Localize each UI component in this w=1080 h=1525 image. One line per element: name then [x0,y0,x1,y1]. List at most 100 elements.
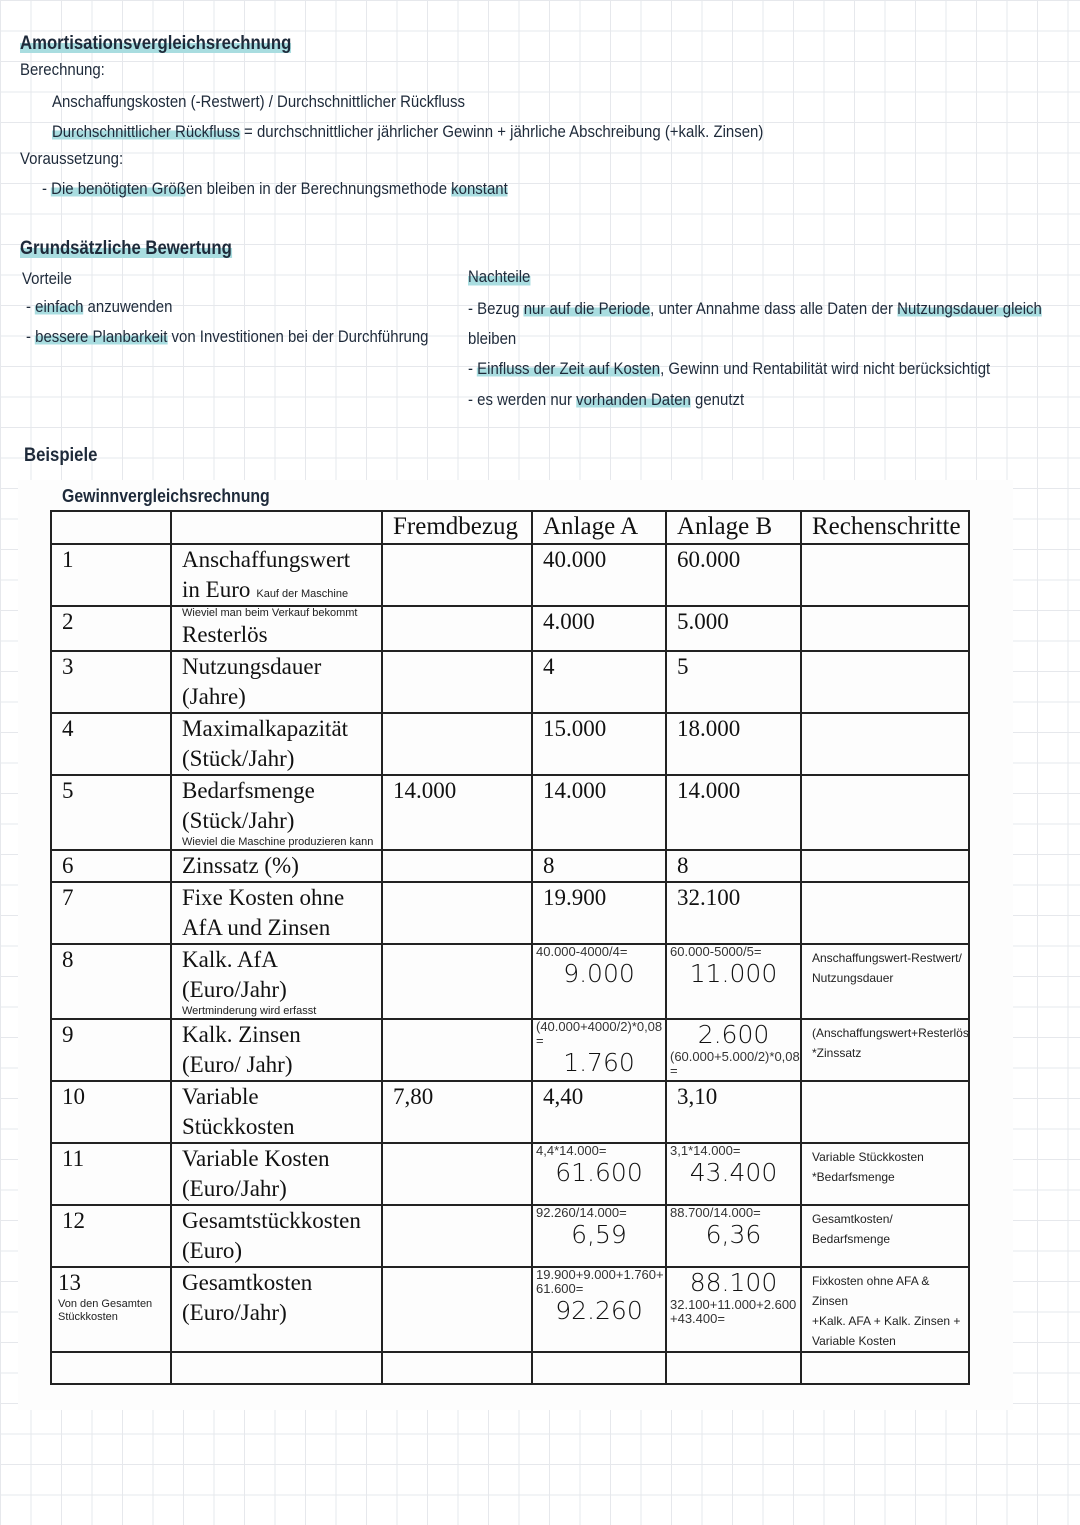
label-cell: Variable Stückkosten [170,1080,383,1144]
formula-text: 19.900+9.000+1.760+61.600= [536,1267,664,1296]
calculation-step [812,852,967,854]
calculation-step: Gesamtkosten/ Bedarfsmenge [812,1212,893,1246]
anlage-b-cell: 18.000 [665,712,802,776]
table-row: 4 Maximalkapazität (Stück/Jahr) 15.000 18.0… [50,712,970,776]
table-row: 13 Von den Gesamten Stückkosten Gesamtkost… [50,1266,970,1353]
page-title: Amortisationsvergleichsrechnung [20,33,292,55]
anlage-b-cell: 5.000 [665,605,802,652]
rechenschritte-cell: (Anschaffungswert+Resterlös/2) *Zinssatz [800,1018,970,1082]
anlage-a-cell: 4 [531,650,667,714]
formula-line-2: Durchschnittlicher Rückfluss = durchschn… [52,122,763,142]
formula-text: 40.000-4000/4= [536,944,628,959]
calculation-step: Anschaffungswert-Restwert/ Nutzungsdauer [812,951,962,985]
header-cell [170,510,383,545]
bewertung-title: Grundsätzliche Bewertung [20,238,232,260]
row-number: 5 [62,778,74,803]
rechenschritte-cell [800,712,970,776]
row-label: Variable Kosten (Euro/Jahr) [182,1146,330,1201]
calculation-step [812,608,967,610]
anlage-a-cell: 40.000-4000/4= 9.000 [531,943,667,1020]
result-value: 2.600 [697,1020,770,1049]
highlighted-text: Nutzungsdauer gleich [897,299,1042,318]
text-segment: = durchschnittlicher jährlicher Gewinn +… [239,122,764,141]
header-cell: Rechenschritte [800,510,970,545]
row-number-cell: 3 [50,650,172,714]
row-label: Gesamtkosten (Euro/Jahr) [182,1270,313,1325]
text-segment: , unter Annahme dass alle Daten der [650,299,898,318]
row-number-note: Von den Gesamten Stückkosten [58,1298,153,1323]
header-cell: Fremdbezug [381,510,533,545]
rechenschritte-cell [800,1080,970,1144]
highlighted-text: Die benötigten Größ [51,179,186,198]
anlage-b-cell: 88.100 32.100+11.000+2.600+43.400= [665,1266,802,1353]
row-number: 6 [62,853,74,878]
anlage-b-cell: 60.000-5000/5= 11.000 [665,943,802,1020]
row-number: 7 [62,885,74,910]
row-label: Resterlös [182,622,268,647]
label-note: Wieviel die Maschine produzieren kann [182,836,374,848]
highlighted-text: vorhanden Daten [576,390,691,409]
anlage-b-cell: 60.000 [665,543,802,607]
fremdbezug-cell [381,1142,533,1206]
row-number-cell: 10 [50,1080,172,1144]
label-note: Kauf der Maschine [256,588,349,600]
label-cell: Wieviel man beim Verkauf bekommt Resterlö… [170,605,383,652]
formula-text: 88.700/14.000= [670,1205,761,1220]
row-number-cell: 8 [50,943,172,1020]
anlage-a-cell: 4,40 [531,1080,667,1144]
formula-text: 92.260/14.000= [536,1205,627,1220]
calculation-step [812,777,967,779]
label-cell: Bedarfsmenge (Stück/Jahr) Wieviel die Mas… [170,774,383,851]
fremdbezug-cell [381,605,533,652]
row-label: Anschaffungswert in Euro [182,547,351,602]
row-number-cell: 2 [50,605,172,652]
anlage-a-cell: 4,4*14.000= 61.600 [531,1142,667,1206]
row-number-cell: 9 [50,1018,172,1082]
row-number: 1 [62,547,74,572]
fremdbezug-cell [381,849,533,883]
nachteile-label: Nachteile [468,267,531,287]
anlage-a-cell: 4.000 [531,605,667,652]
row-label: Kalk. Zinsen (Euro/ Jahr) [182,1022,301,1077]
result-value: 43.400 [689,1158,778,1187]
row-number-cell: 12 [50,1204,172,1268]
label-note: Wieviel man beim Verkauf bekommt [182,607,358,619]
row-number: 8 [62,947,74,972]
anlage-b-cell: 3,1*14.000= 43.400 [665,1142,802,1206]
nachteil-item: bleiben [468,329,516,349]
example-title: Gewinnvergleichsrechnung [62,486,270,506]
row-number: 4 [62,716,74,741]
row-label: Bedarfsmenge (Stück/Jahr) [182,778,315,833]
table-row: 7 Fixe Kosten ohne AfA und Zinsen 19.900 32… [50,881,970,945]
label-cell: Maximalkapazität (Stück/Jahr) [170,712,383,776]
header-cell [50,510,172,545]
row-number-cell: 11 [50,1142,172,1206]
anlage-b-cell: 8 [665,849,802,883]
label-cell: Variable Kosten (Euro/Jahr) [170,1142,383,1206]
highlighted-text: Einfluss der Zeit auf Kosten [477,359,661,378]
table-row: 2 Wieviel man beim Verkauf bekommt Resterl… [50,605,970,652]
fremdbezug-cell: 7,80 [381,1080,533,1144]
highlighted-text: nur auf die Periode [523,299,651,318]
table-row: 10 Variable Stückkosten 7,80 4,40 3,10 [50,1080,970,1144]
formula-text: 3,1*14.000= [670,1143,741,1158]
result-value: 9.000 [563,959,635,988]
label-cell: Anschaffungswert in Euro Kauf der Maschin… [170,543,383,607]
label-cell: Nutzungsdauer (Jahre) [170,650,383,714]
formula-text: 32.100+11.000+2.600+43.400= [670,1297,797,1326]
calculation-step: Fixkosten ohne AFA & Zinsen +Kalk. AFA +… [812,1274,961,1348]
table-row: 1 Anschaffungswert in Euro Kauf der Maschi… [50,543,970,607]
text-segment: - [468,359,478,378]
fremdbezug-cell [381,1018,533,1082]
berechnung-label: Berechnung: [20,60,105,79]
anlage-a-cell: 92.260/14.000= 6,59 [531,1204,667,1268]
rechenschritte-cell [800,849,970,883]
text-segment: genutzt [690,390,745,409]
table-row: 3 Nutzungsdauer (Jahre) 4 5 [50,650,970,714]
rechenschritte-cell [800,881,970,945]
row-label: Variable Stückkosten [182,1084,295,1139]
result-value: 6,59 [571,1220,627,1249]
header-cell: Anlage B [665,510,802,545]
row-label: Maximalkapazität (Stück/Jahr) [182,716,349,771]
label-cell: Fixe Kosten ohne AfA und Zinsen [170,881,383,945]
